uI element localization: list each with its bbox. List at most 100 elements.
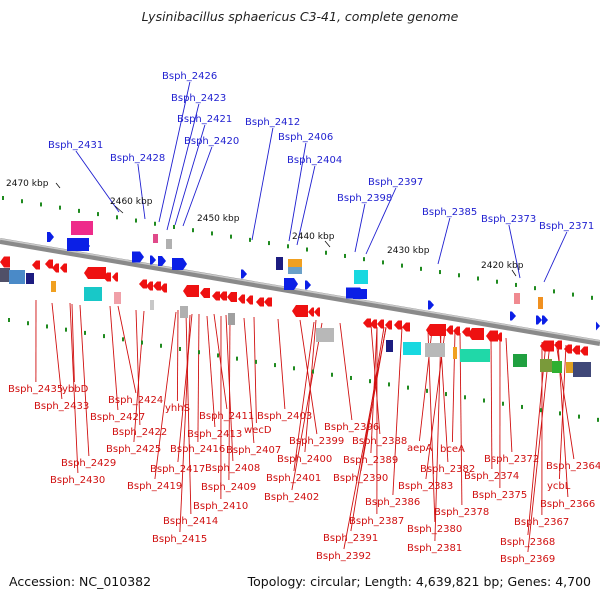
reverse-gene-label: Bsph_2389 [343,455,398,466]
reverse-gene-arrow [246,295,253,305]
inner-tick [483,398,485,403]
reverse-gene-arrow [264,297,272,307]
inner-tick [407,385,409,390]
genome-backbone [0,238,600,346]
inner-tick [122,337,124,342]
forward-gene-arrow [132,251,144,263]
ruler-leader [324,240,331,248]
reverse-gene-arrow [377,319,384,329]
forward-gene-label: Bsph_2421 [177,114,232,125]
grey-feature [228,313,235,325]
feature-boxes [0,221,591,377]
forward-gene-label: Bsph_2420 [184,136,239,147]
orange-feature [288,259,302,267]
reverse-leader-line [179,314,191,533]
reverse-gene-label: Bsph_2409 [201,482,256,493]
forward-leader-line [137,163,146,220]
reverse-leader-line [291,322,323,491]
reverse-leader-line [299,319,318,435]
outer-tick [591,295,593,300]
outer-tick [135,218,137,223]
olive-feature [540,359,552,372]
reverse-gene-label: Bsph_2411 [199,411,254,422]
outer-tick [211,231,213,236]
inner-tick [464,395,466,400]
reverse-gene-label: Bsph_2416 [170,444,225,455]
ruler-label-2: 2450 kbp [197,214,240,224]
inner-tick [388,382,390,387]
reverse-gene-label: Bsph_2381 [407,543,462,554]
reverse-gene-label: Bsph_2407 [226,445,281,456]
reverse-leader-line [71,303,75,383]
outer-tick [154,221,156,226]
reverse-gene-label: Bsph_2392 [316,551,371,562]
inner-tick [141,340,143,345]
reverse-gene-arrow [370,319,377,329]
inner-tick [597,417,599,422]
outer-tick [477,276,479,281]
forward-gene-label: Bsph_2406 [278,132,333,143]
reverse-gene-arrow [363,318,371,328]
inner-tick [502,401,504,406]
reverse-gene-label: Bsph_2369 [500,554,555,565]
reverse-gene-label: Bsph_2400 [277,454,332,465]
map-title: Lysinibacillus sphaericus C3-41, complet… [141,9,459,24]
inner-tick [369,379,371,384]
reverse-gene-label: Bsph_2410 [193,501,248,512]
reverse-gene-arrow [52,263,59,273]
inner-tick [160,343,162,348]
reverse-gene-arrow [160,283,167,293]
forward-leader-line [158,81,191,223]
reverse-leader-line [51,302,63,400]
reverse-gene-label: Bsph_2401 [266,473,321,484]
reverse-gene-arrow [146,281,153,291]
orange-feature [51,281,56,292]
outer-tick [344,253,346,258]
reverse-gene-label: Bsph_2383 [398,481,453,492]
forward-leader-line [354,203,366,253]
ruler-label-4: 2430 kbp [387,246,430,256]
forward-gene-arrow [596,321,600,331]
outer-tick [249,237,251,242]
forward-leader-line [288,142,307,242]
outer-tick [382,260,384,265]
reverse-gene-arrow [256,297,264,307]
cyan-feature [403,342,421,355]
reverse-gene-arrow [153,281,161,291]
inner-tick [8,318,10,322]
reverse-gene-label: Bsph_2374 [464,471,519,482]
reverse-leader-line [293,321,315,472]
reverse-gene-label: Bsph_2367 [514,517,569,528]
outer-tick [325,250,327,255]
forward-leader-line [166,103,200,231]
reverse-gene-arrow [486,330,498,342]
forward-leader-line [182,146,213,227]
outer-tick [553,289,555,294]
reverse-gene-arrow [554,340,562,350]
reverse-leader-line [133,310,145,443]
reverse-gene-arrow [453,326,460,336]
pink-feature [71,221,93,235]
pink-feature [153,234,158,243]
inner-tick [559,411,561,416]
reverse-gene-arrow [45,259,53,269]
grey-feature [166,239,172,249]
forward-gene-label: Bsph_2404 [287,155,342,166]
inner-tick [65,327,67,332]
orange-feature [453,347,457,359]
reverse-gene-label: yhhS [165,403,190,414]
reverse-gene-arrow [385,320,392,330]
reverse-gene-label: Bsph_2380 [407,524,462,535]
reverse-gene-arrow [426,324,446,336]
reverse-gene-arrow [314,307,320,317]
forward-gene-label: Bsph_2398 [337,193,392,204]
forward-gene-arrow [536,315,542,325]
reverse-leader-lines [35,299,575,553]
outer-tick [363,257,365,262]
genome-summary-text: Topology: circular; Length: 4,639,821 bp… [247,574,591,589]
ruler-label-1: 2460 kbp [110,197,153,207]
inner-tick [578,414,580,419]
outer-tick [420,266,422,271]
reverse-gene-label: ybbD [62,384,89,395]
